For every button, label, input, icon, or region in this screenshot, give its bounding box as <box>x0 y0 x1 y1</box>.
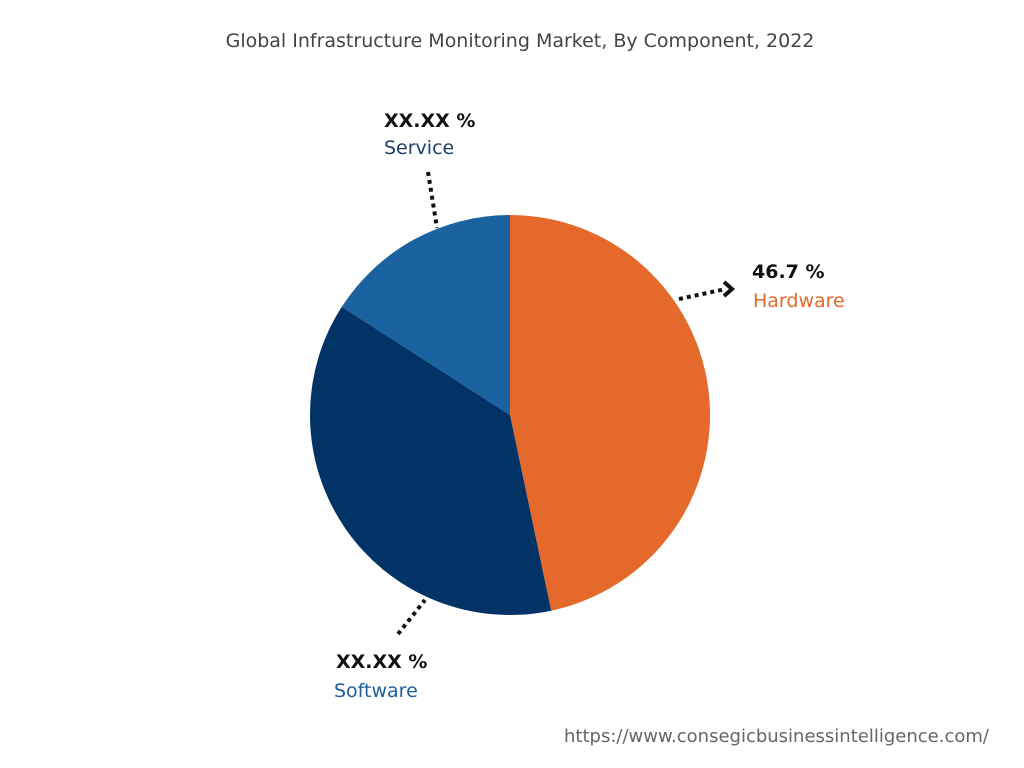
chart-title: Global Infrastructure Monitoring Market,… <box>225 30 815 52</box>
hardware-leader <box>678 287 727 301</box>
service-label: Service <box>384 137 455 159</box>
software-leader <box>396 598 427 636</box>
software-value: XX.XX % <box>336 651 428 673</box>
service-value: XX.XX % <box>384 110 476 132</box>
hardware-arrow-head <box>722 280 736 298</box>
hardware-value: 46.7 % <box>752 261 825 283</box>
pie-slice-hardware <box>510 215 710 611</box>
service-leader <box>426 171 439 229</box>
pie-slice-software <box>310 306 552 615</box>
source-url[interactable]: https://www.consegicbusinessintelligence… <box>564 726 989 747</box>
software-label: Software <box>334 680 418 702</box>
leader-lines <box>396 171 727 636</box>
hardware-label: Hardware <box>753 290 845 312</box>
pie-slice-service <box>341 215 510 415</box>
